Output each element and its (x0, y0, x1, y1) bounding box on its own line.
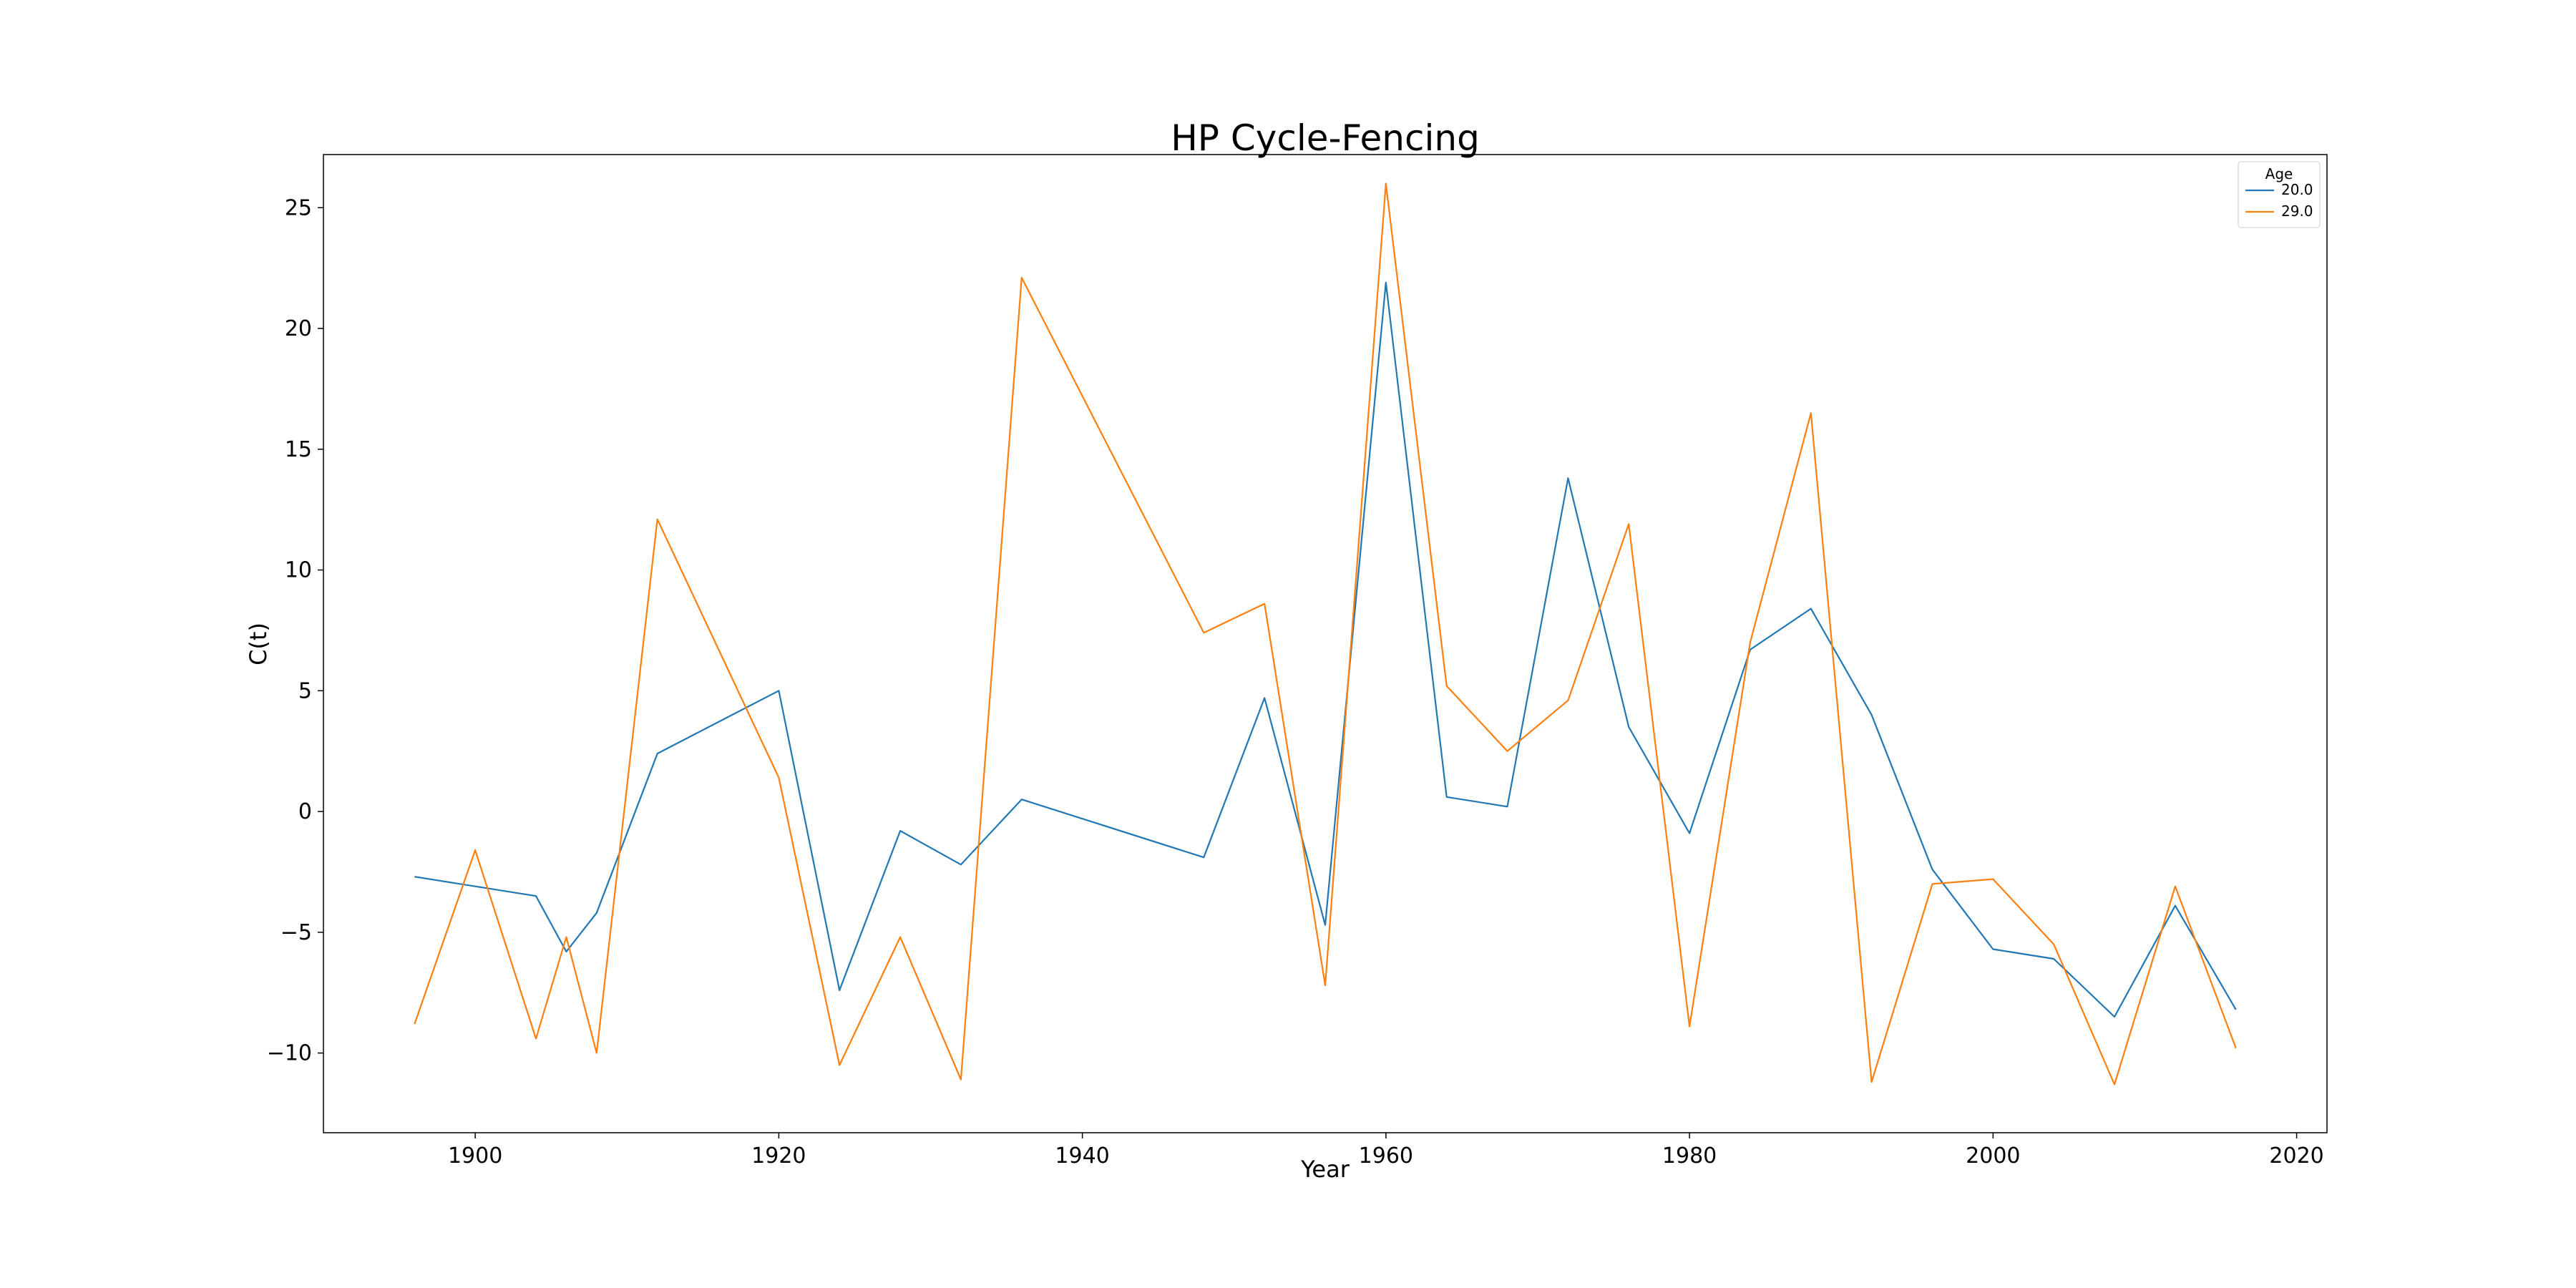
y-axis: −10 −5 0 5 10 15 20 25 (267, 195, 323, 1066)
y-tick-label: 5 (298, 678, 312, 703)
series-layer (414, 182, 2237, 1085)
x-axis: 1900 1920 1940 1960 1980 2000 2020 (448, 1133, 2324, 1169)
series-line-29-0 (414, 182, 2237, 1085)
y-tick-label: 25 (285, 195, 312, 220)
legend-label: 20.0 (2281, 181, 2313, 198)
x-tick-label: 2000 (1966, 1143, 2020, 1169)
plot-frame (323, 154, 2328, 1133)
legend-items: 20.0 29.0 (2245, 181, 2313, 220)
y-tick-label: 10 (285, 558, 312, 583)
x-tick-label: 1940 (1055, 1143, 1109, 1169)
chart-title: HP Cycle-Fencing (1171, 117, 1480, 159)
x-axis-label: Year (1300, 1156, 1350, 1183)
y-tick-label: −5 (280, 920, 312, 945)
x-tick-label: 1900 (448, 1143, 502, 1169)
x-tick-label: 2020 (2269, 1143, 2323, 1169)
y-tick-label: −10 (267, 1041, 312, 1066)
y-axis-label: C(t) (245, 623, 272, 665)
x-tick-label: 1920 (751, 1143, 806, 1169)
x-tick-label: 1960 (1359, 1143, 1413, 1169)
legend-title: Age (2265, 165, 2293, 182)
legend: Age 20.0 29.0 (2238, 161, 2321, 228)
x-tick-label: 1980 (1662, 1143, 1717, 1169)
y-tick-label: 20 (285, 316, 312, 341)
y-tick-label: 15 (285, 437, 312, 462)
y-tick-label: 0 (298, 799, 312, 824)
legend-label: 29.0 (2281, 203, 2313, 220)
series-line-20-0 (414, 281, 2237, 1018)
